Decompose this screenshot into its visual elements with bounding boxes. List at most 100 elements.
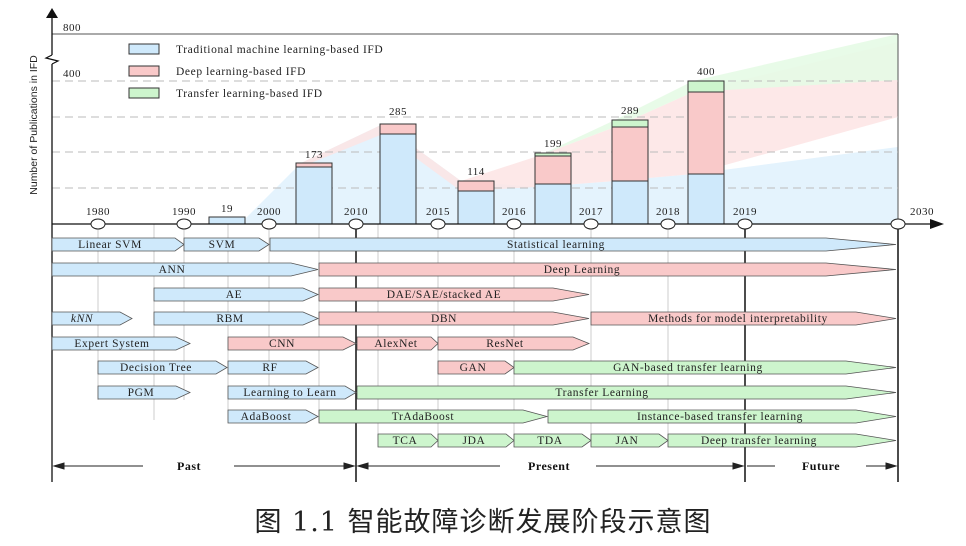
legend: Traditional machine learning-based IFD D… — [128, 43, 383, 100]
bar-289-traditional — [611, 180, 649, 225]
method-label: Deep Learning — [544, 264, 620, 276]
y-tick-400: 400 — [63, 68, 81, 80]
bar-total-label: 173 — [305, 149, 323, 161]
method-label: Linear SVM — [78, 239, 142, 251]
legend-swatch-transfer — [128, 87, 160, 99]
timeline-arrow-labels: Linear SVM SVM Statistical learning ANN … — [71, 239, 828, 447]
bar-285-deep — [379, 123, 417, 135]
method-label: GAN-based transfer learning — [613, 362, 763, 374]
year-label: 2018 — [656, 206, 680, 218]
method-label: kNN — [71, 313, 94, 325]
year-label: 1980 — [86, 206, 110, 218]
legend-swatch-deep — [128, 65, 160, 77]
y-tick-800: 800 — [63, 22, 81, 34]
method-label: AlexNet — [374, 338, 417, 350]
right-arrow-icon — [732, 462, 745, 470]
method-label: GAN — [460, 362, 487, 374]
bar-114-deep — [457, 180, 495, 192]
year-marker — [348, 218, 364, 230]
method-label: Methods for model interpretability — [648, 313, 828, 325]
bar-400-deep — [687, 91, 725, 175]
bar-19-traditional — [208, 216, 246, 225]
era-label-present: Present — [528, 459, 570, 473]
method-label: JAN — [616, 435, 639, 447]
plot-frame — [52, 33, 899, 224]
bar-total-label: 19 — [221, 203, 233, 215]
bar-total-label: 114 — [467, 166, 485, 178]
year-marker — [90, 218, 106, 230]
legend-label-traditional: Traditional machine learning-based IFD — [176, 44, 383, 56]
year-marker — [660, 218, 676, 230]
era-label-future: Future — [802, 459, 840, 473]
bar-285-traditional — [379, 133, 417, 225]
method-label: CNN — [269, 338, 295, 350]
method-label: RBM — [216, 313, 243, 325]
method-label: Decision Tree — [120, 362, 192, 374]
legend-label-transfer: Transfer learning-based IFD — [176, 88, 323, 100]
method-label: Deep transfer learning — [701, 435, 817, 447]
bar-total-label: 400 — [697, 66, 715, 78]
bar-400-transfer — [687, 80, 725, 93]
year-label: 1990 — [172, 206, 196, 218]
bar-114-traditional — [457, 190, 495, 225]
figure-caption: 图 1.1 智能故障诊断发展阶段示意图 — [254, 507, 712, 538]
legend-label-deep: Deep learning-based IFD — [176, 66, 306, 78]
left-arrow-icon — [52, 462, 65, 470]
era-label-past: Past — [177, 459, 201, 473]
y-axis-arrow-icon — [46, 8, 58, 18]
left-arrow-icon — [356, 462, 369, 470]
method-label: PGM — [128, 387, 155, 399]
method-label: AdaBoost — [241, 411, 292, 423]
bar-289-transfer — [611, 119, 649, 128]
year-marker — [430, 218, 446, 230]
year-label: 2019 — [733, 206, 757, 218]
method-label: RF — [262, 362, 277, 374]
timeline-guides — [97, 224, 669, 440]
bar-199-traditional — [534, 183, 572, 225]
year-marker — [890, 218, 906, 230]
method-label: ANN — [159, 264, 186, 276]
y-axis: 800 400 Number of Publications in IFD — [28, 8, 81, 482]
year-label: 2000 — [257, 206, 281, 218]
bar-289-deep — [611, 126, 649, 182]
method-label: Expert System — [74, 338, 149, 350]
time-axis-arrow-icon — [930, 219, 944, 229]
year-label: 2010 — [344, 206, 368, 218]
year-marker — [506, 218, 522, 230]
bar-199-deep — [534, 155, 572, 185]
timeline-arrows — [51, 237, 897, 448]
year-marker — [737, 218, 753, 230]
year-label: 2016 — [502, 206, 526, 218]
method-label: DBN — [431, 313, 457, 325]
year-marker — [261, 218, 277, 230]
right-arrow-icon — [343, 462, 356, 470]
era-spans: Past Present Future — [52, 459, 898, 473]
method-label: Transfer Learning — [555, 387, 648, 399]
method-label: AE — [226, 289, 243, 301]
ifd-development-figure: 800 400 Number of Publications in IFD Tr… — [28, 8, 944, 482]
y-axis-label: Number of Publications in IFD — [28, 55, 40, 195]
method-label: DAE/SAE/stacked AE — [387, 289, 502, 301]
bar-total-label: 199 — [544, 138, 562, 150]
bar-400-traditional — [687, 173, 725, 225]
method-label: SVM — [209, 239, 236, 251]
time-axis: 1980 1990 2000 2010 2015 2016 2017 2018 … — [52, 206, 944, 230]
bar-199-transfer — [534, 152, 572, 157]
method-label: Learning to Learn — [243, 387, 336, 399]
year-label: 2017 — [579, 206, 603, 218]
method-label: JDA — [463, 435, 486, 447]
bar-total-label: 285 — [389, 106, 407, 118]
year-label: 2015 — [426, 206, 450, 218]
year-marker — [583, 218, 599, 230]
legend-swatch-traditional — [128, 43, 160, 55]
method-label: TDA — [537, 435, 563, 447]
year-label: 2030 — [910, 206, 934, 218]
right-arrow-icon — [885, 462, 898, 470]
method-label: ResNet — [486, 338, 524, 350]
bar-173-traditional — [295, 166, 333, 225]
bar-total-label: 289 — [621, 105, 639, 117]
method-label: Instance-based transfer learning — [637, 411, 803, 423]
year-marker — [176, 218, 192, 230]
bar-value-labels: 19 173 285 114 199 289 400 — [221, 66, 715, 215]
method-label: TrAdaBoost — [392, 411, 455, 423]
